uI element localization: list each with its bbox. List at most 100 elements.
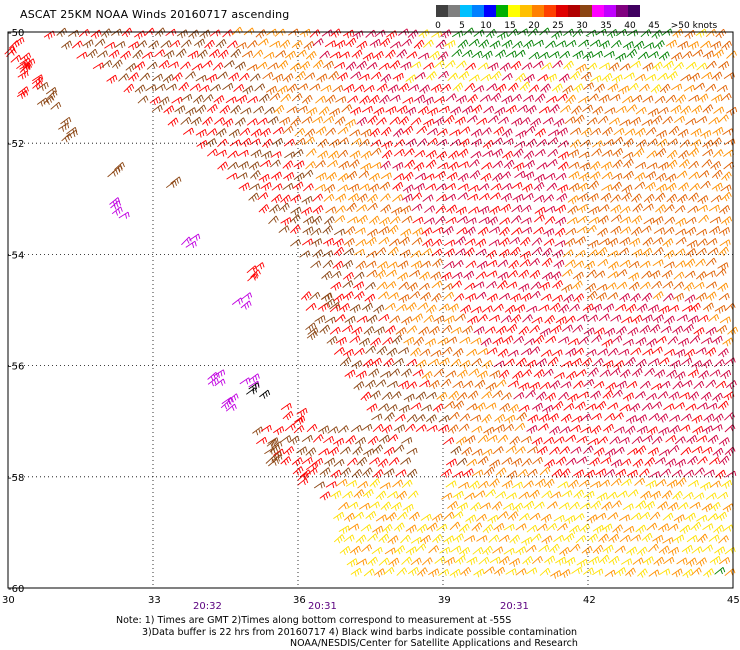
wind-barb [677, 128, 689, 138]
wind-barb [591, 334, 602, 343]
wind-barb [645, 127, 657, 136]
wind-barb [646, 522, 658, 531]
wind-barb [212, 62, 224, 71]
wind-barb [699, 481, 712, 491]
wind-barb [436, 128, 448, 136]
wind-barb [367, 435, 379, 446]
lon-tick-label: 30 [2, 595, 15, 606]
colorbar-label: 25 [552, 21, 564, 31]
wind-barb [592, 524, 604, 534]
wind-barb [635, 337, 647, 347]
wind-barb [458, 523, 470, 533]
wind-barb [462, 468, 474, 478]
wind-barb [481, 162, 493, 170]
wind-barb [702, 139, 714, 149]
wind-barb [406, 282, 418, 292]
wind-barb [328, 138, 340, 148]
wind-barb [642, 237, 654, 247]
wind-barb [443, 535, 455, 545]
wind-barb [588, 216, 600, 224]
wind-barb [628, 272, 640, 282]
wind-barb [37, 81, 49, 91]
wind-barb [180, 116, 192, 125]
wind-barb [471, 104, 483, 114]
wind-barb [712, 413, 724, 423]
wind-barb [597, 227, 609, 237]
wind-barb [525, 105, 537, 115]
wind-barb [506, 470, 518, 480]
wind-barb [492, 303, 504, 312]
wind-barb [709, 225, 721, 235]
wind-barb [171, 96, 183, 104]
wind-barb [215, 128, 227, 138]
wind-barb [638, 468, 650, 477]
wind-barb [694, 467, 705, 476]
wind-barb [536, 138, 548, 147]
wind-barb [410, 347, 421, 357]
wind-barb [507, 511, 519, 521]
wind-barb [518, 269, 530, 279]
wind-barb [650, 84, 662, 94]
wind-barb [514, 170, 526, 179]
wind-barb [528, 51, 540, 60]
wind-barb [455, 60, 467, 69]
wind-barb [636, 414, 648, 424]
wind-barb [601, 149, 613, 157]
wind-barb [454, 313, 466, 322]
wind-barb [524, 338, 536, 346]
wind-barb [273, 448, 285, 458]
wind-barb [125, 62, 137, 73]
wind-barb [695, 347, 707, 355]
wind-barb [459, 546, 471, 556]
wind-barb [672, 490, 683, 501]
colorbar-label: 0 [435, 21, 441, 31]
wind-barb [399, 249, 411, 258]
wind-barb [134, 61, 146, 71]
wind-barb [241, 50, 253, 58]
wind-barb [604, 569, 616, 577]
wind-barb [675, 94, 687, 104]
wind-barb [586, 224, 597, 234]
wind-barb [444, 40, 456, 49]
wind-barb [716, 324, 728, 334]
wind-barb [695, 258, 706, 267]
wind-barb [575, 63, 587, 73]
wind-barb [470, 502, 482, 512]
wind-barb [90, 29, 102, 39]
wind-barb [608, 555, 620, 565]
wind-barb [407, 29, 419, 39]
wind-barb [369, 390, 381, 400]
wind-barb [555, 172, 567, 181]
wind-barb [366, 269, 378, 278]
wind-barb [616, 28, 628, 37]
wind-barb [669, 424, 681, 435]
wind-barb [389, 116, 401, 125]
wind-barb [513, 162, 525, 171]
wind-barb [406, 325, 418, 334]
wind-barb [284, 423, 296, 432]
wind-barb [297, 472, 308, 481]
wind-barb [209, 29, 221, 37]
wind-barb [400, 61, 412, 71]
wind-barb [294, 70, 306, 81]
wind-barb [473, 281, 485, 289]
wind-barb [641, 270, 652, 279]
wind-barb [444, 239, 456, 247]
wind-barb [505, 50, 517, 58]
wind-barb [563, 403, 575, 411]
wind-barb [381, 523, 393, 534]
wind-barb [575, 369, 587, 377]
wind-barb [423, 217, 435, 225]
wind-barb [242, 85, 254, 95]
wind-barb [634, 391, 646, 399]
wind-barb [262, 71, 274, 80]
wind-barb [438, 568, 450, 576]
wind-barb [452, 511, 464, 519]
wind-barb [323, 193, 335, 202]
wind-barb [546, 158, 558, 167]
wind-barb [639, 281, 651, 290]
wind-barb [398, 82, 410, 93]
wind-barb [202, 116, 213, 126]
wind-barb [673, 271, 685, 280]
wind-barb [408, 511, 420, 521]
